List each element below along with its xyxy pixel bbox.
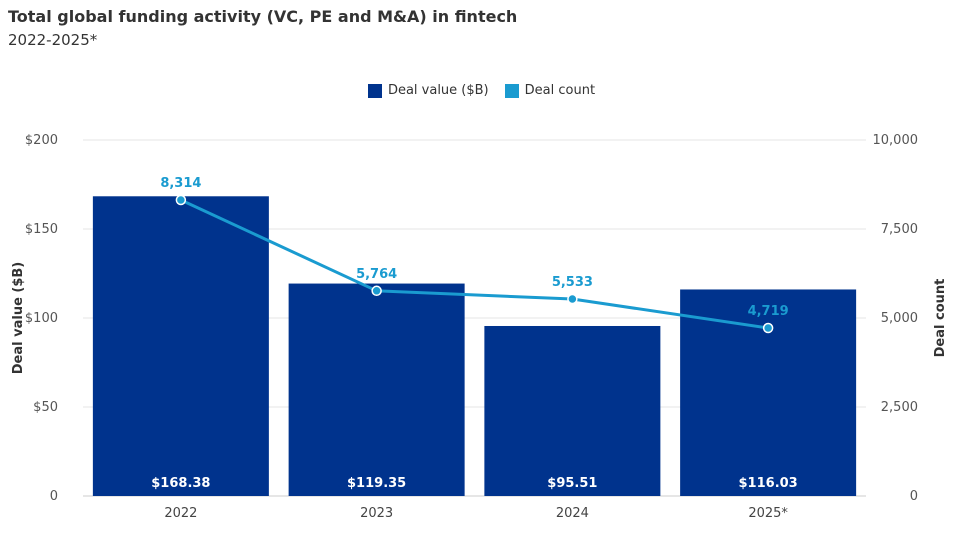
line-point	[762, 322, 774, 334]
x-tick-label: 2022	[164, 506, 197, 521]
y2-tick-label: 10,000	[873, 133, 919, 148]
line-point	[371, 285, 382, 297]
y-tick-label: 0	[50, 489, 58, 504]
x-tick-label: 2023	[360, 506, 393, 521]
deal-count-line	[180, 198, 769, 330]
y-tick-label: $200	[25, 133, 58, 148]
legend-label: Deal count	[524, 83, 596, 98]
y-axis-label: Deal value ($B)	[11, 262, 26, 375]
legend-label: Deal value ($B)	[387, 83, 489, 98]
y2-axis-label: Deal count	[933, 279, 948, 358]
bar	[288, 283, 465, 496]
line-point	[175, 194, 187, 206]
legend-item-deal-value[interactable]: Deal value ($B)	[367, 83, 489, 98]
y2-tick-label: 5,000	[881, 311, 918, 326]
line-point	[567, 293, 578, 305]
legend-swatch	[367, 83, 382, 98]
bar-data-label: $119.35	[347, 476, 406, 491]
x-tick-label: 2025*	[748, 506, 788, 521]
y-tick-label: $100	[25, 311, 58, 326]
bar	[680, 289, 857, 496]
line-data-label: 4,719	[748, 304, 789, 319]
bar-data-label: $95.51	[547, 476, 597, 491]
bar	[484, 325, 661, 496]
bar-data-label: $116.03	[739, 476, 798, 491]
y-tick-label: $150	[25, 222, 58, 237]
chart-subtitle: 2022-2025*	[8, 31, 98, 49]
y2-tick-label: 2,500	[881, 400, 918, 415]
legend-swatch	[504, 83, 519, 98]
line-data-label: 5,764	[356, 267, 397, 282]
line-data-label: 5,533	[552, 275, 593, 290]
legend: Deal value ($B) Deal count	[0, 83, 963, 98]
bar-data-label: $168.38	[151, 476, 210, 491]
x-tick-label: 2024	[556, 506, 589, 521]
y2-tick-label: 0	[910, 489, 918, 504]
line-data-label: 8,314	[160, 176, 201, 191]
bar	[92, 196, 269, 496]
chart-title: Total global funding activity (VC, PE an…	[8, 7, 518, 26]
y-tick-label: $50	[33, 400, 58, 415]
y2-tick-label: 7,500	[881, 222, 918, 237]
legend-item-deal-count[interactable]: Deal count	[504, 83, 596, 98]
